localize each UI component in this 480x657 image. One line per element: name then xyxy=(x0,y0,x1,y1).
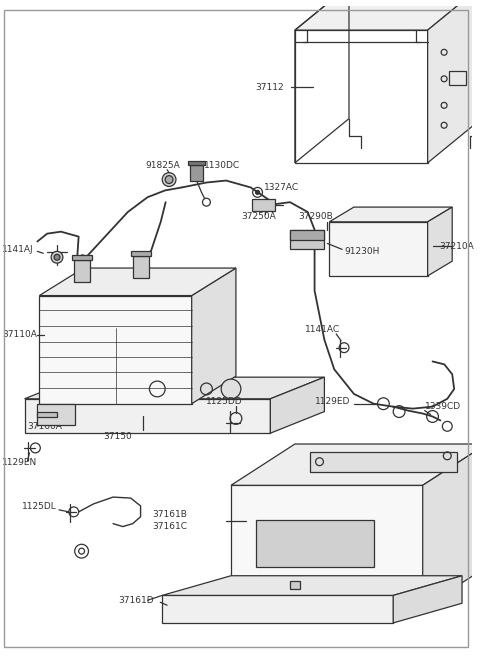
Text: 37210A: 37210A xyxy=(439,242,474,251)
Text: 37161B: 37161B xyxy=(152,510,187,519)
Text: 1141AC: 1141AC xyxy=(305,325,340,334)
Polygon shape xyxy=(393,576,462,623)
Text: 91825A: 91825A xyxy=(145,162,180,170)
Polygon shape xyxy=(428,0,480,163)
Text: 1141AJ: 1141AJ xyxy=(2,245,34,254)
Text: 1339CD: 1339CD xyxy=(425,402,461,411)
Polygon shape xyxy=(74,260,90,282)
Polygon shape xyxy=(24,377,324,399)
Polygon shape xyxy=(37,403,75,425)
Text: 1125DL: 1125DL xyxy=(22,503,56,511)
Polygon shape xyxy=(423,444,480,608)
Polygon shape xyxy=(295,0,480,30)
Text: 91230H: 91230H xyxy=(344,247,379,256)
Text: 37161C: 37161C xyxy=(152,522,187,531)
Text: 1125DD: 1125DD xyxy=(206,397,242,406)
Text: 37250A: 37250A xyxy=(241,212,276,221)
Bar xyxy=(449,72,467,85)
Polygon shape xyxy=(162,576,462,595)
Polygon shape xyxy=(72,256,92,260)
Polygon shape xyxy=(192,268,236,403)
Polygon shape xyxy=(162,595,393,623)
Bar xyxy=(290,581,300,589)
Polygon shape xyxy=(39,268,236,296)
Polygon shape xyxy=(310,452,457,472)
Polygon shape xyxy=(252,199,275,211)
Circle shape xyxy=(255,191,260,194)
Circle shape xyxy=(162,173,176,187)
Polygon shape xyxy=(39,296,192,403)
Text: 1327AC: 1327AC xyxy=(264,183,299,192)
Polygon shape xyxy=(190,165,204,181)
Polygon shape xyxy=(231,444,480,486)
Polygon shape xyxy=(329,222,428,276)
Polygon shape xyxy=(428,207,452,276)
Circle shape xyxy=(51,252,63,263)
Circle shape xyxy=(221,379,241,399)
Circle shape xyxy=(54,254,60,260)
Text: 37290B: 37290B xyxy=(298,212,333,221)
Polygon shape xyxy=(290,230,324,240)
Text: 37110A: 37110A xyxy=(2,330,37,340)
Polygon shape xyxy=(188,161,205,165)
Polygon shape xyxy=(231,486,423,608)
Polygon shape xyxy=(131,252,151,256)
Text: 37150: 37150 xyxy=(103,432,132,441)
Bar xyxy=(255,520,373,567)
Text: 1129ED: 1129ED xyxy=(314,397,350,406)
Text: 1129EN: 1129EN xyxy=(2,458,37,467)
Text: 37160A: 37160A xyxy=(27,422,62,431)
Polygon shape xyxy=(329,207,452,222)
Polygon shape xyxy=(24,399,270,433)
Polygon shape xyxy=(37,411,57,417)
Polygon shape xyxy=(290,230,324,250)
Text: 37112: 37112 xyxy=(255,83,284,92)
Text: 37161D: 37161D xyxy=(118,596,154,605)
Circle shape xyxy=(165,175,173,183)
Polygon shape xyxy=(133,256,149,278)
Polygon shape xyxy=(270,377,324,433)
Text: 1130DC: 1130DC xyxy=(204,162,240,170)
